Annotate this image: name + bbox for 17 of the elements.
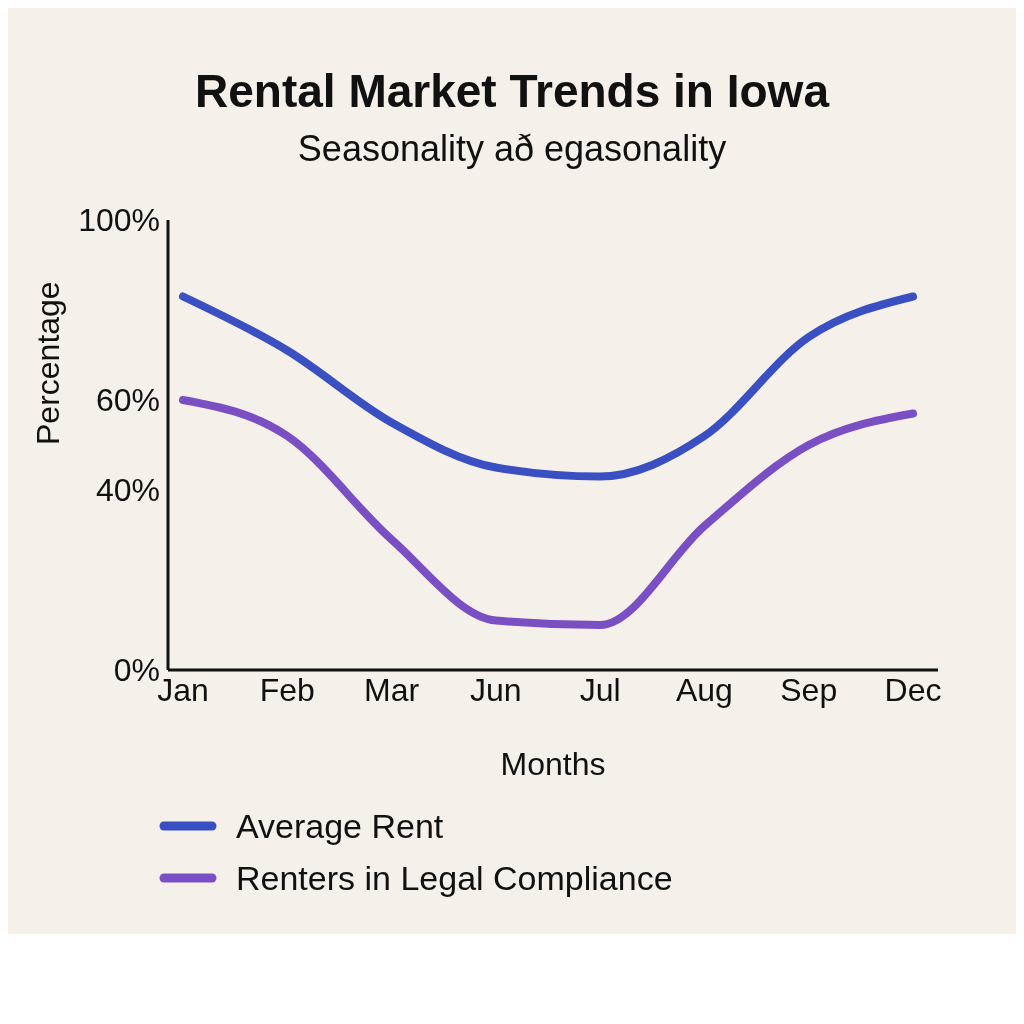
- y-tick-label: 40%: [95, 472, 160, 509]
- x-tick-label: Mar: [364, 671, 420, 708]
- x-tick-label: Dec: [884, 671, 942, 708]
- y-tick-label: 100%: [78, 202, 160, 239]
- y-axis-title: Percentage: [30, 281, 67, 445]
- chart-subtitle: Seasonality að egasonality: [296, 127, 728, 170]
- chart-title: Rental Market Trends in Iowa: [194, 64, 831, 118]
- y-tick-label: 0%: [113, 652, 160, 689]
- legend-label: Renters in Legal Compliance: [236, 858, 673, 898]
- x-tick-label: Feb: [259, 671, 315, 708]
- y-tick-label: 60%: [95, 382, 160, 419]
- legend-label: Average Rent: [236, 806, 444, 846]
- x-tick-label: Sep: [780, 671, 838, 708]
- x-tick-label: Jun: [470, 671, 522, 708]
- x-tick-label: Jul: [579, 671, 621, 708]
- x-tick-label: Aug: [675, 671, 733, 708]
- x-axis-title: Months: [500, 746, 606, 782]
